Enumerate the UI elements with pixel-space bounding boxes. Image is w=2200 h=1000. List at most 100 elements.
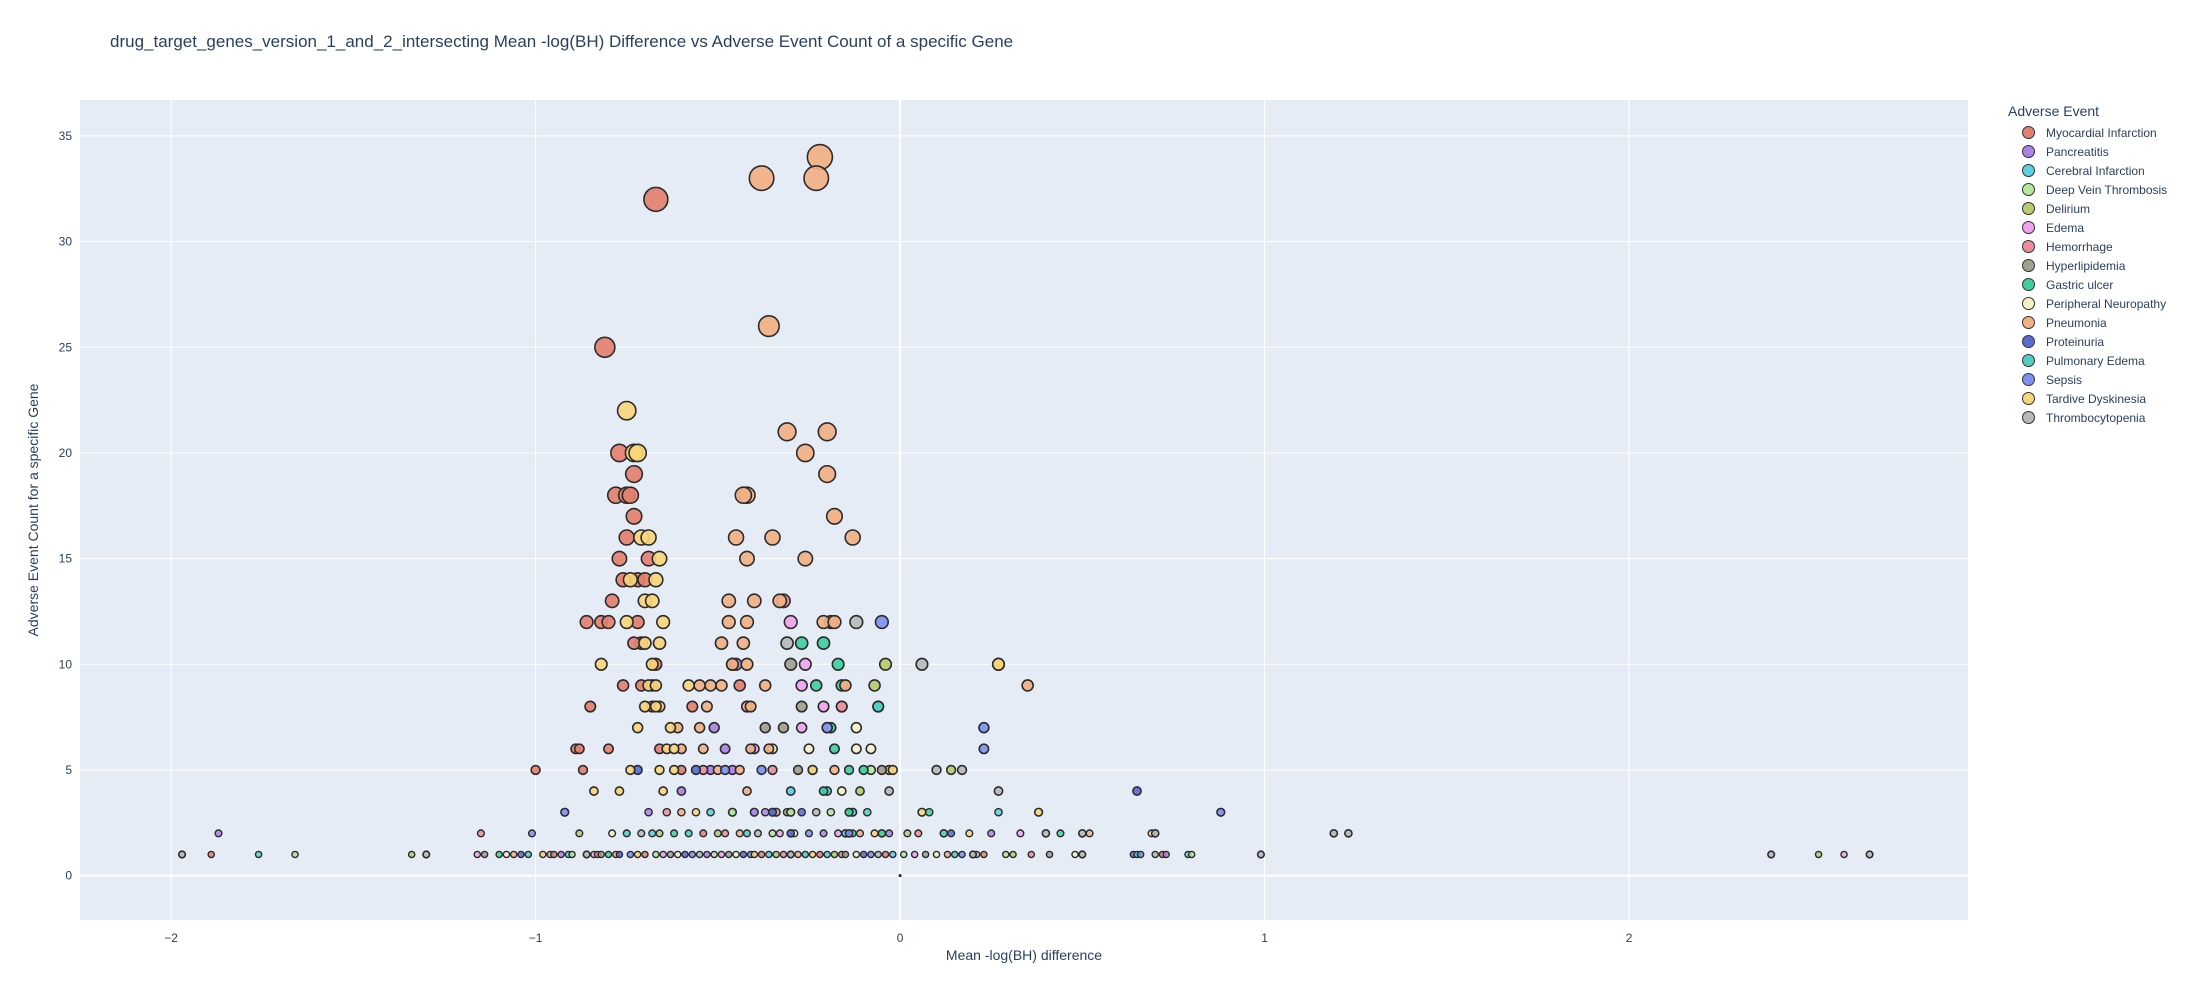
data-point[interactable] bbox=[823, 850, 831, 859]
data-point[interactable] bbox=[1162, 850, 1170, 859]
data-point[interactable] bbox=[777, 422, 797, 442]
data-point[interactable] bbox=[816, 636, 831, 651]
data-point[interactable] bbox=[899, 850, 908, 859]
data-point[interactable] bbox=[760, 807, 770, 817]
data-point[interactable] bbox=[573, 743, 585, 755]
legend-item[interactable]: Hemorrhage bbox=[2008, 237, 2198, 256]
data-point[interactable] bbox=[945, 764, 957, 776]
legend-item[interactable]: Pulmonary Edema bbox=[2008, 351, 2198, 370]
data-point[interactable] bbox=[884, 786, 895, 797]
data-point[interactable] bbox=[898, 874, 902, 878]
data-point[interactable] bbox=[798, 657, 812, 671]
data-point[interactable] bbox=[699, 829, 708, 838]
data-point[interactable] bbox=[524, 850, 533, 859]
data-point[interactable] bbox=[772, 850, 780, 859]
data-point[interactable] bbox=[758, 679, 772, 692]
data-point[interactable] bbox=[784, 657, 798, 671]
data-point[interactable] bbox=[622, 572, 639, 588]
data-point[interactable] bbox=[738, 550, 755, 567]
data-point[interactable] bbox=[527, 829, 537, 838]
data-point[interactable] bbox=[816, 850, 824, 859]
data-point[interactable] bbox=[745, 743, 757, 755]
data-point[interactable] bbox=[686, 700, 699, 713]
data-point[interactable] bbox=[509, 850, 518, 859]
data-point[interactable] bbox=[779, 850, 788, 859]
data-point[interactable] bbox=[828, 743, 840, 755]
data-point[interactable] bbox=[843, 764, 855, 776]
data-point[interactable] bbox=[734, 764, 745, 776]
data-point[interactable] bbox=[721, 614, 736, 630]
legend-item[interactable]: Sepsis bbox=[2008, 370, 2198, 389]
data-point[interactable] bbox=[214, 829, 223, 838]
data-point[interactable] bbox=[921, 850, 930, 859]
data-point[interactable] bbox=[786, 828, 796, 838]
data-point[interactable] bbox=[582, 850, 591, 859]
data-point[interactable] bbox=[703, 850, 711, 859]
data-point[interactable] bbox=[965, 829, 974, 838]
data-point[interactable] bbox=[706, 807, 715, 817]
data-point[interactable] bbox=[626, 850, 635, 859]
data-point[interactable] bbox=[746, 593, 762, 609]
data-point[interactable] bbox=[719, 743, 731, 755]
data-point[interactable] bbox=[1045, 850, 1054, 859]
data-point[interactable] bbox=[631, 721, 644, 734]
data-point[interactable] bbox=[794, 850, 802, 859]
data-point[interactable] bbox=[495, 850, 503, 859]
data-point[interactable] bbox=[727, 529, 745, 546]
data-point[interactable] bbox=[915, 657, 929, 671]
data-point[interactable] bbox=[624, 464, 644, 484]
data-point[interactable] bbox=[1344, 828, 1353, 838]
data-point[interactable] bbox=[648, 572, 664, 588]
data-point[interactable] bbox=[676, 786, 687, 797]
data-point[interactable] bbox=[809, 679, 823, 692]
data-point[interactable] bbox=[649, 700, 662, 713]
data-point[interactable] bbox=[1216, 807, 1226, 817]
data-point[interactable] bbox=[1016, 829, 1025, 838]
data-point[interactable] bbox=[1132, 786, 1142, 797]
data-point[interactable] bbox=[1027, 850, 1036, 859]
data-point[interactable] bbox=[670, 829, 679, 838]
data-point[interactable] bbox=[611, 550, 628, 567]
data-point[interactable] bbox=[797, 807, 807, 817]
data-point[interactable] bbox=[783, 614, 798, 630]
data-point[interactable] bbox=[643, 186, 669, 213]
data-point[interactable] bbox=[827, 614, 842, 630]
data-point[interactable] bbox=[887, 764, 898, 776]
data-point[interactable] bbox=[795, 700, 808, 713]
data-point[interactable] bbox=[850, 721, 863, 734]
data-point[interactable] bbox=[889, 850, 897, 859]
data-point[interactable] bbox=[597, 850, 605, 859]
legend-item[interactable]: Peripheral Neuropathy bbox=[2008, 294, 2198, 313]
data-point[interactable] bbox=[786, 807, 796, 817]
data-point[interactable] bbox=[924, 807, 934, 817]
legend-item[interactable]: Cerebral Infarction bbox=[2008, 161, 2198, 180]
data-point[interactable] bbox=[1256, 850, 1265, 859]
data-point[interactable] bbox=[690, 764, 702, 776]
data-point[interactable] bbox=[829, 764, 840, 776]
legend-item[interactable]: Pneumonia bbox=[2008, 313, 2198, 332]
data-point[interactable] bbox=[1077, 828, 1087, 838]
data-point[interactable] bbox=[584, 700, 597, 713]
data-point[interactable] bbox=[876, 764, 888, 776]
data-point[interactable] bbox=[862, 807, 872, 817]
data-point[interactable] bbox=[753, 829, 762, 838]
legend-item[interactable]: Pancreatitis bbox=[2008, 142, 2198, 161]
data-point[interactable] bbox=[622, 829, 631, 838]
data-point[interactable] bbox=[721, 829, 730, 838]
data-point[interactable] bbox=[1021, 679, 1034, 692]
data-point[interactable] bbox=[717, 850, 726, 859]
data-point[interactable] bbox=[1041, 828, 1051, 838]
data-point[interactable] bbox=[621, 486, 640, 505]
data-point[interactable] bbox=[625, 507, 643, 525]
data-point[interactable] bbox=[616, 679, 630, 692]
data-point[interactable] bbox=[765, 850, 773, 859]
data-point[interactable] bbox=[775, 829, 784, 838]
data-point[interactable] bbox=[473, 850, 482, 859]
data-point[interactable] bbox=[903, 829, 912, 838]
data-point[interactable] bbox=[677, 807, 686, 817]
data-point[interactable] bbox=[603, 743, 614, 755]
legend-item[interactable]: Thrombocytopenia bbox=[2008, 408, 2198, 427]
legend-item[interactable]: Gastric ulcer bbox=[2008, 275, 2198, 294]
data-point[interactable] bbox=[724, 850, 733, 859]
data-point[interactable] bbox=[855, 829, 865, 838]
